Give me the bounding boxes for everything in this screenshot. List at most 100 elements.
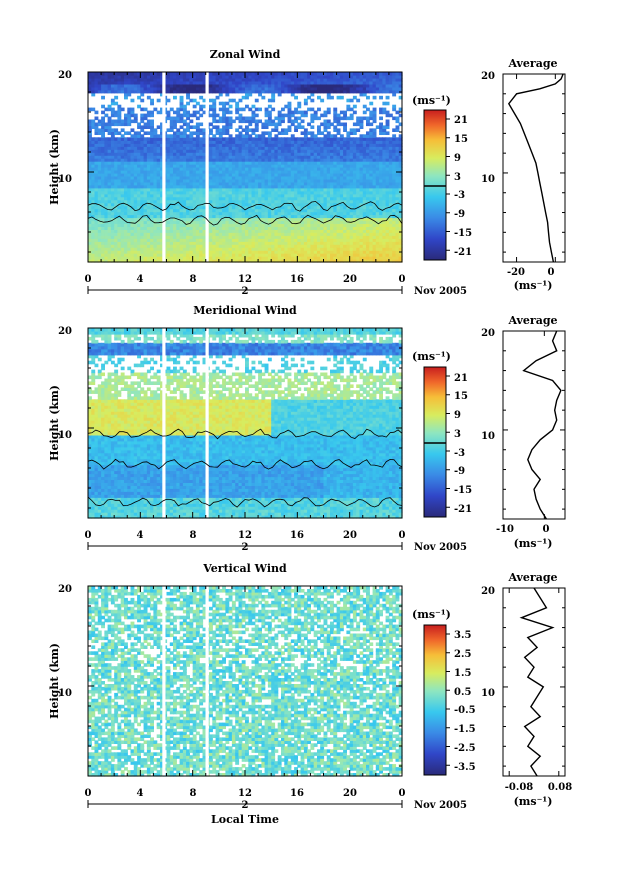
heatmap-cell (91, 256, 96, 260)
heatmap-cell (202, 190, 207, 195)
heatmap-cell (150, 172, 154, 177)
heatmap-cell (107, 116, 112, 121)
heatmap-cell (284, 220, 289, 224)
heatmap-cell (176, 83, 181, 88)
heatmap-cell (215, 175, 220, 180)
heatmap-cell (303, 241, 308, 245)
heatmap-cell (303, 259, 308, 263)
heatmap-cell (274, 116, 279, 121)
heatmap-cell (130, 199, 135, 204)
heatmap-cell (120, 223, 125, 227)
heatmap-cell (140, 155, 145, 159)
heatmap-cell (199, 250, 204, 254)
heatmap-cell (264, 229, 269, 233)
heatmap-cell (114, 193, 119, 198)
heatmap-cell (339, 175, 344, 180)
heatmap-cell (110, 77, 115, 82)
heatmap-cell (346, 143, 351, 147)
heatmap-cell (222, 125, 226, 129)
heatmap-cell (137, 190, 141, 195)
heatmap-cell (94, 146, 99, 150)
heatmap-cell (287, 208, 292, 213)
heatmap-cell (209, 158, 213, 162)
heatmap-cell (346, 161, 351, 165)
heatmap-cell (166, 235, 171, 239)
heatmap-cell (330, 229, 334, 233)
heatmap-cell (284, 259, 289, 263)
heatmap-cell (169, 122, 174, 127)
heatmap-cell (330, 256, 334, 260)
heatmap-cell (88, 226, 92, 230)
heatmap-cell (303, 229, 308, 233)
heatmap-cell (254, 175, 259, 180)
heatmap-cell (336, 184, 341, 189)
heatmap-cell (287, 149, 292, 153)
heatmap-cell (366, 193, 370, 198)
heatmap-cell (375, 199, 380, 204)
heatmap-cell (231, 152, 236, 156)
heatmap-cell (267, 158, 272, 162)
heatmap-cell (218, 131, 223, 135)
heatmap-cell (153, 226, 158, 230)
heatmap-cell (94, 110, 99, 115)
heatmap-cell (369, 140, 374, 144)
heatmap-cell (294, 253, 298, 257)
heatmap-cell (267, 72, 272, 76)
heatmap-cell (245, 238, 249, 242)
heatmap-cell (104, 158, 109, 162)
heatmap-cell (140, 199, 145, 204)
heatmap-cell (160, 202, 164, 207)
heatmap-cell (169, 167, 174, 171)
heatmap-cell (349, 167, 354, 171)
heatmap-cell (176, 250, 181, 254)
heatmap-cell (366, 184, 370, 189)
heatmap-cell (356, 146, 361, 150)
heatmap-cell (281, 164, 285, 168)
heatmap-cell (235, 167, 240, 171)
heatmap-cell (143, 175, 148, 180)
heatmap-cell (160, 146, 164, 150)
heatmap-cell (375, 187, 380, 192)
heatmap-cell (375, 143, 380, 147)
heatmap-cell (114, 220, 119, 224)
heatmap-cell (107, 235, 112, 239)
heatmap-cell (199, 229, 204, 233)
heatmap-cell (199, 128, 204, 132)
heatmap-cell (284, 167, 289, 171)
heatmap-cell (294, 128, 298, 132)
heatmap-cell (101, 190, 105, 195)
heatmap-cell (114, 140, 119, 144)
heatmap-cell (120, 238, 125, 242)
heatmap-cell (97, 226, 102, 230)
heatmap-cell (120, 202, 125, 207)
heatmap-cell (375, 202, 380, 207)
heatmap-cell (189, 137, 194, 141)
heatmap-cell (372, 89, 377, 94)
heatmap-cell (104, 152, 109, 156)
heatmap-cell (241, 137, 246, 141)
heatmap-cell (228, 172, 233, 177)
heatmap-cell (150, 181, 154, 186)
heatmap-cell (251, 155, 256, 159)
heatmap-cell (254, 247, 259, 251)
heatmap-cell (133, 247, 138, 251)
heatmap-cell (192, 143, 197, 147)
heatmap-cell (254, 86, 259, 91)
heatmap-cell (356, 208, 361, 213)
heatmap-cell (195, 164, 200, 168)
heatmap-cell (284, 128, 289, 132)
heatmap-cell (323, 80, 328, 85)
heatmap-cell (192, 131, 197, 135)
heatmap-cell (182, 89, 187, 94)
heatmap-cell (160, 164, 164, 168)
heatmap-cell (209, 259, 213, 263)
heatmap-cell (104, 155, 109, 159)
heatmap-cell (130, 172, 135, 177)
heatmap-cell (264, 164, 269, 168)
heatmap-cell (352, 226, 357, 230)
heatmap-cell (362, 211, 367, 216)
heatmap-cell (156, 161, 161, 165)
heatmap-cell (343, 223, 347, 227)
heatmap-cell (127, 259, 132, 263)
heatmap-cell (133, 89, 138, 94)
